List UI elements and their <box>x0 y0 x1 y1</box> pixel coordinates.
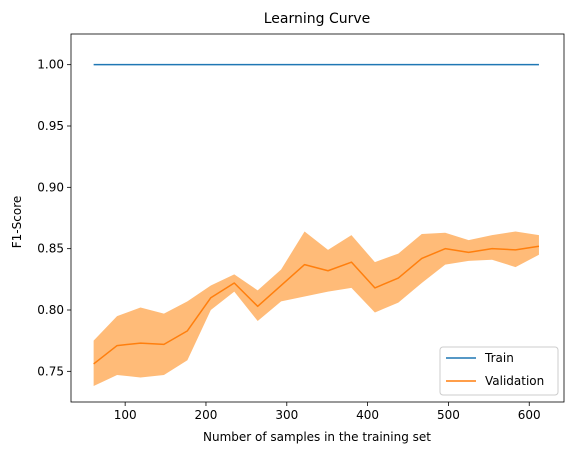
y-tick-label: 1.00 <box>37 58 64 72</box>
legend: Train Validation <box>439 346 559 396</box>
x-tick-label: 400 <box>356 408 379 422</box>
x-tick-label: 100 <box>114 408 137 422</box>
chart-title: Learning Curve <box>264 11 371 27</box>
y-tick-label: 0.80 <box>37 303 64 317</box>
axes: 100 200 300 400 500 600 0.75 0.80 0.85 0.90 0.95 1.… <box>37 33 565 422</box>
y-axis-label: F1-Score <box>10 196 24 248</box>
x-axis-label: Number of samples in the training set <box>203 430 431 444</box>
series-line-validation <box>93 245 540 365</box>
y-tick-label: 0.75 <box>37 364 64 378</box>
y-tick-label: 0.90 <box>37 180 64 194</box>
legend-frame <box>439 346 559 396</box>
x-tick-label: 600 <box>518 408 541 422</box>
y-tick-label: 0.85 <box>37 242 64 256</box>
legend-label-validation: Validation <box>485 374 544 388</box>
plot-area <box>93 63 540 387</box>
legend-label-train: Train <box>484 351 514 365</box>
y-tick-label: 0.95 <box>37 119 64 133</box>
axes-frame <box>70 33 565 403</box>
x-tick-label: 200 <box>195 408 218 422</box>
x-tick-label: 300 <box>275 408 298 422</box>
confidence-band-validation <box>93 231 539 387</box>
x-tick-label: 500 <box>437 408 460 422</box>
